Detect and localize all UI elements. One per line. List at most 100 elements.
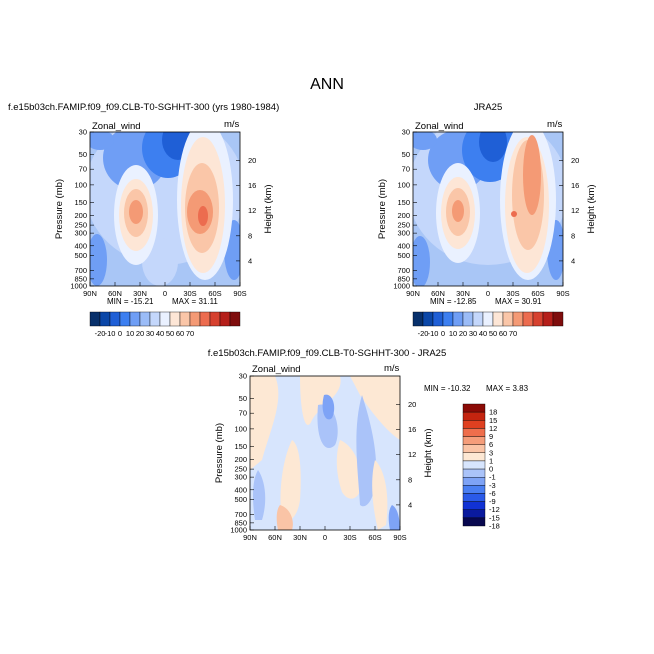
field-contour (90, 132, 114, 150)
y-tick-label: 500 (397, 251, 410, 260)
colorbar-label: 50 (166, 329, 174, 338)
panel-obs: JRA25 Zonal_wind m/s 3050701001502002503… (377, 102, 597, 338)
colorbar-swatch (462, 403, 486, 413)
y-tick-label: 70 (402, 165, 410, 174)
y-tick-label: 400 (397, 241, 410, 250)
colorbar-label: 10 (449, 329, 457, 338)
colorbar-label: 0 (118, 329, 122, 338)
x-tick-label: 90S (556, 289, 569, 298)
colorbar-label: 15 (489, 416, 497, 425)
y-tick-label: 850 (74, 274, 87, 283)
y-tick-label: 200 (397, 211, 410, 220)
right-tick-label: 8 (571, 231, 575, 240)
colorbar-label: -3 (489, 481, 496, 490)
x-tick-label: 30N (456, 289, 470, 298)
panel-model-min: MIN = -15.21 (107, 297, 154, 306)
y-tick-label: 30 (239, 372, 247, 381)
x-tick-label: 30S (343, 533, 356, 542)
colorbar-swatch (522, 311, 534, 327)
diff-positive-region (280, 440, 301, 522)
x-tick-label: 0 (486, 289, 490, 298)
colorbar-label: 12 (489, 424, 497, 433)
y-tick-label: 30 (402, 128, 410, 137)
diff-negative-region (388, 505, 400, 530)
colorbar-swatch (462, 420, 486, 429)
right-tick-label: 4 (248, 256, 252, 265)
x-tick-label: 0 (323, 533, 327, 542)
panel-diff-x-ticks: 90N 60N 30N 0 30S 60S 90S (243, 526, 407, 542)
colorbar-label: 6 (489, 440, 493, 449)
colorbar-swatch (149, 311, 161, 327)
jet-north-core (452, 200, 464, 222)
right-tick-label: 4 (408, 500, 412, 509)
right-tick-label: 12 (571, 206, 579, 215)
colorbar-swatch (512, 311, 524, 327)
right-tick-label: 20 (408, 400, 416, 409)
y-tick-label: 250 (234, 465, 247, 474)
panel-model-field (90, 132, 240, 286)
panel-diff-field (250, 376, 400, 530)
panel-obs-min: MIN = -12.85 (430, 297, 477, 306)
x-tick-label: 30S (506, 289, 519, 298)
panel-diff-variable: Zonal_wind (252, 364, 301, 375)
colorbar-label: 70 (509, 329, 517, 338)
figure-title: ANN (310, 76, 344, 93)
field-contour (413, 132, 437, 150)
y-tick-label: 700 (234, 510, 247, 519)
x-tick-label: 30S (183, 289, 196, 298)
right-tick-label: 16 (248, 181, 256, 190)
x-tick-label: 90N (243, 533, 257, 542)
colorbar-swatch (462, 509, 486, 519)
diff-negative-region (253, 470, 266, 520)
jet-south-contour (523, 135, 541, 215)
colorbar-label: -18 (489, 522, 500, 531)
colorbar-swatch (99, 311, 111, 327)
x-tick-label: 30N (133, 289, 147, 298)
y-tick-label: 850 (234, 518, 247, 527)
panel-diff-title: f.e15b03ch.FAMIP.f09_f09.CLB-T0-SGHHT-30… (208, 348, 447, 359)
colorbar-swatch (552, 311, 564, 327)
y-tick-label: 100 (397, 180, 410, 189)
panel-diff-right-ticks: 20 16 12 8 4 (396, 400, 416, 509)
diff-negative-region (322, 394, 335, 420)
y-tick-label: 1000 (393, 282, 410, 291)
panel-obs-units: m/s (547, 119, 563, 130)
y-tick-label: 1000 (70, 282, 87, 291)
y-tick-label: 300 (397, 229, 410, 238)
diff-positive-region (336, 440, 362, 499)
colorbar-swatch (532, 311, 544, 327)
y-tick-label: 100 (234, 424, 247, 433)
colorbar-label: -15 (489, 513, 500, 522)
colorbar-swatch (432, 311, 444, 327)
colorbar-swatch (462, 436, 486, 445)
jet-south-core (511, 211, 517, 217)
right-tick-label: 20 (248, 156, 256, 165)
y-tick-label: 500 (74, 251, 87, 260)
x-tick-label: 90S (393, 533, 406, 542)
y-tick-label: 50 (239, 394, 247, 403)
x-tick-label: 60S (531, 289, 544, 298)
x-tick-label: 60N (268, 533, 282, 542)
colorbar-swatch (462, 311, 474, 327)
colorbar-label: -20 (95, 329, 106, 338)
colorbar-swatch (462, 501, 486, 510)
colorbar-label: 9 (489, 432, 493, 441)
y-tick-label: 200 (74, 211, 87, 220)
panel-diff-units: m/s (384, 363, 400, 374)
x-tick-label: 90N (83, 289, 97, 298)
panel-diff-max: MAX = 3.83 (486, 384, 529, 393)
colorbar-swatch (462, 444, 486, 453)
colorbar-swatch (492, 311, 504, 327)
colorbar-label: 3 (489, 448, 493, 457)
right-tick-label: 16 (408, 425, 416, 434)
colorbar-swatch (139, 311, 151, 327)
colorbar-swatch (119, 311, 131, 327)
y-tick-label: 200 (234, 455, 247, 464)
panel-model-title: f.e15b03ch.FAMIP.f09_f09.CLB-T0-SGHHT-30… (8, 102, 279, 113)
colorbar-swatch (442, 311, 454, 327)
colorbar-swatch (452, 311, 464, 327)
